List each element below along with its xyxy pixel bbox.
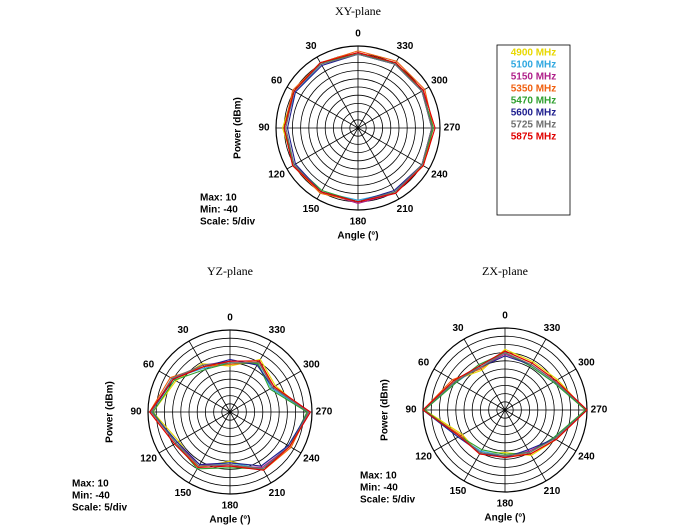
y-axis-label: Power (dBm)	[105, 381, 116, 443]
angle-label: 180	[222, 501, 239, 512]
angle-label: 120	[415, 452, 432, 463]
angle-label: 300	[303, 360, 320, 371]
angle-label: 0	[227, 313, 233, 324]
legend-entry: 5100 MHz	[511, 60, 557, 71]
angle-label: 240	[431, 170, 448, 181]
angle-label: 90	[258, 123, 270, 134]
angle-label: 300	[431, 76, 448, 87]
spoke	[463, 338, 506, 411]
spoke	[229, 411, 272, 484]
annotation: Min: -40	[72, 491, 110, 502]
legend-entry: 5600 MHz	[511, 108, 557, 119]
spoke	[357, 127, 430, 170]
angle-label: 60	[143, 360, 155, 371]
series-line	[422, 350, 588, 459]
spoke	[158, 370, 231, 413]
annotation: Max: 10	[360, 471, 397, 482]
spoke	[504, 338, 547, 411]
x-axis-label: Angle (°)	[209, 515, 250, 526]
chart-title: XY-plane	[335, 4, 381, 18]
spoke	[316, 127, 359, 200]
spoke	[229, 411, 302, 454]
x-axis-label: Angle (°)	[484, 513, 525, 524]
angle-label: 150	[175, 488, 192, 499]
legend-box	[496, 44, 571, 216]
angle-label: 330	[544, 323, 561, 334]
angle-label: 90	[405, 405, 417, 416]
angle-label: 210	[544, 486, 561, 497]
y-axis-label: Power (dBm)	[233, 97, 244, 159]
angle-label: 30	[452, 323, 464, 334]
x-axis-label: Angle (°)	[337, 231, 378, 242]
angle-label: 270	[316, 407, 333, 418]
angle-label: 210	[269, 488, 286, 499]
legend-entry: 4900 MHz	[511, 48, 557, 59]
angle-label: 300	[578, 358, 595, 369]
angle-label: 270	[591, 405, 608, 416]
spoke	[158, 411, 231, 454]
series-line	[150, 361, 310, 470]
chart-title: ZX-plane	[482, 264, 528, 278]
angle-label: 330	[269, 325, 286, 336]
spoke	[433, 409, 506, 452]
spoke	[357, 86, 430, 129]
angle-label: 150	[303, 204, 320, 215]
spoke	[357, 56, 400, 129]
angle-label: 180	[497, 499, 514, 510]
legend-entry: 5725 MHz	[511, 120, 557, 131]
series-line	[423, 351, 587, 455]
series-line	[152, 358, 308, 471]
spoke	[286, 127, 359, 170]
chart-title: YZ-plane	[207, 264, 253, 278]
angle-label: 60	[418, 358, 430, 369]
annotation: Scale: 5/div	[200, 217, 255, 228]
angle-label: 330	[397, 41, 414, 52]
series-line	[148, 360, 312, 471]
angle-label: 210	[397, 204, 414, 215]
angle-label: 0	[502, 311, 508, 322]
spoke	[504, 368, 577, 411]
annotation: Max: 10	[72, 479, 109, 490]
angle-label: 270	[444, 123, 461, 134]
spoke	[286, 86, 359, 129]
legend-entry: 5150 MHz	[511, 72, 557, 83]
angle-label: 240	[303, 454, 320, 465]
spoke	[229, 370, 302, 413]
series-line	[422, 351, 588, 457]
angle-label: 30	[177, 325, 189, 336]
legend-entry: 5350 MHz	[511, 84, 557, 95]
y-axis-label: Power (dBm)	[380, 379, 391, 441]
spoke	[357, 127, 400, 200]
angle-label: 30	[305, 41, 317, 52]
legend-entry: 5470 MHz	[511, 96, 557, 107]
series-line	[152, 362, 308, 470]
annotation: Min: -40	[200, 205, 238, 216]
legend-entry: 5875 MHz	[511, 132, 557, 143]
angle-label: 90	[130, 407, 142, 418]
angle-label: 150	[450, 486, 467, 497]
angle-label: 240	[578, 452, 595, 463]
series-line	[283, 52, 436, 203]
angle-label: 120	[268, 170, 285, 181]
annotation: Max: 10	[200, 193, 237, 204]
spoke	[504, 409, 577, 452]
spoke	[463, 409, 506, 482]
annotation: Min: -40	[360, 483, 398, 494]
spoke	[504, 409, 547, 482]
spoke	[433, 368, 506, 411]
spoke	[188, 411, 231, 484]
spoke	[316, 56, 359, 129]
angle-label: 60	[271, 76, 283, 87]
annotation: Scale: 5/div	[360, 495, 415, 506]
spoke	[229, 340, 272, 413]
angle-label: 120	[140, 454, 157, 465]
angle-label: 180	[350, 217, 367, 228]
angle-label: 0	[355, 29, 361, 40]
spoke	[188, 340, 231, 413]
annotation: Scale: 5/div	[72, 503, 127, 514]
